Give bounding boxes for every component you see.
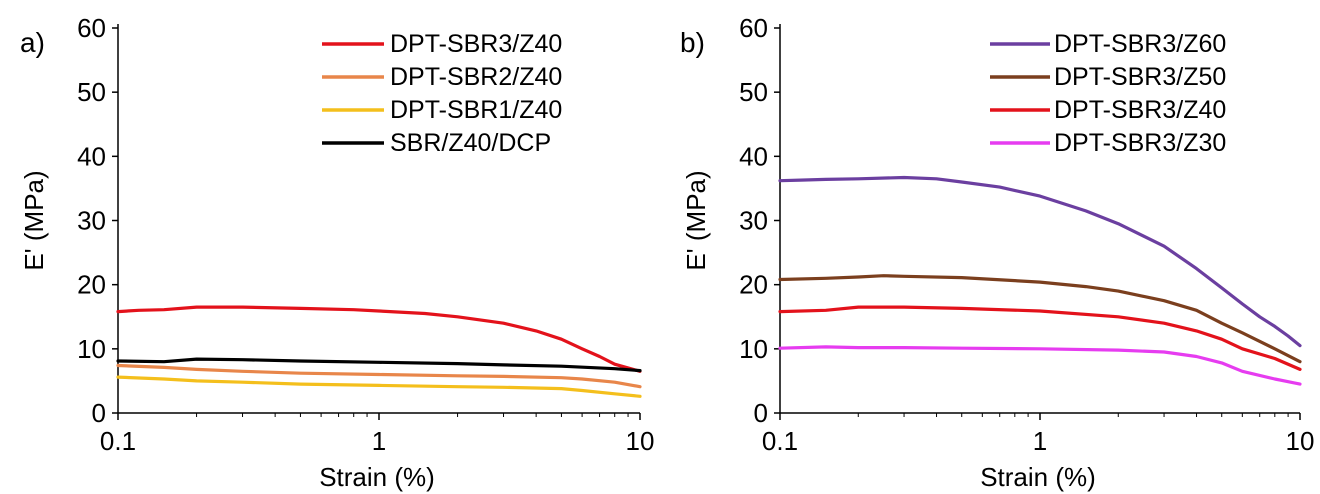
y-tick-label: 30 bbox=[739, 206, 768, 236]
series-line-3 bbox=[116, 375, 642, 398]
chart-panel-2: b) 0 10 20 30 40 50 60 0.1 1 10 Strain (%) E' (MPa) D… bbox=[680, 13, 1314, 492]
series-line-4 bbox=[116, 357, 642, 373]
legend-label-1: DPT-SBR3/Z40 bbox=[390, 30, 562, 58]
y-tick-label: 20 bbox=[77, 270, 106, 300]
series-line-1 bbox=[778, 175, 1302, 348]
chart-panel-1: a) 0 10 20 30 40 50 60 0.1 1 10 Strain (%) E' (MPa) D… bbox=[19, 13, 654, 492]
legend-label-4: DPT-SBR3/Z30 bbox=[1054, 129, 1226, 157]
x-tick-label: 0.1 bbox=[100, 426, 136, 456]
series-line-1 bbox=[116, 305, 642, 373]
x-axis-label: Strain (%) bbox=[319, 462, 435, 492]
legend-label-3: DPT-SBR1/Z40 bbox=[390, 96, 562, 124]
legend-label-2: DPT-SBR2/Z40 bbox=[390, 63, 562, 91]
y-tick-label: 40 bbox=[739, 141, 768, 171]
x-tick-label: 1 bbox=[372, 426, 386, 456]
legend-label-2: DPT-SBR3/Z50 bbox=[1054, 63, 1226, 91]
y-tick-label: 10 bbox=[739, 334, 768, 364]
panel-label: a) bbox=[20, 27, 45, 58]
y-tick-label: 20 bbox=[739, 270, 768, 300]
legend-label-1: DPT-SBR3/Z60 bbox=[1054, 30, 1226, 58]
y-tick-label: 10 bbox=[77, 334, 106, 364]
y-tick-label: 0 bbox=[92, 398, 106, 428]
y-axis-label: E' (MPa) bbox=[681, 170, 711, 270]
y-tick-label: 50 bbox=[739, 77, 768, 107]
legend-label-4: SBR/Z40/DCP bbox=[390, 129, 551, 157]
legend-label-3: DPT-SBR3/Z40 bbox=[1054, 96, 1226, 124]
series-line-4 bbox=[778, 345, 1302, 386]
x-tick-label: 10 bbox=[1286, 426, 1315, 456]
series-line-2 bbox=[778, 274, 1302, 364]
legend: DPT-SBR3/Z40 DPT-SBR2/Z40 DPT-SBR1/Z40 SBR/… bbox=[322, 30, 562, 157]
y-tick-label: 60 bbox=[739, 13, 768, 43]
x-axis-label: Strain (%) bbox=[980, 462, 1096, 492]
panel-label: b) bbox=[680, 27, 705, 58]
legend: DPT-SBR3/Z60 DPT-SBR3/Z50 DPT-SBR3/Z40 DPT-… bbox=[990, 30, 1226, 157]
x-tick-label: 10 bbox=[626, 426, 655, 456]
series-line-2 bbox=[116, 363, 642, 389]
series-line-3 bbox=[778, 305, 1302, 371]
x-tick-label: 1 bbox=[1033, 426, 1047, 456]
y-tick-label: 0 bbox=[754, 398, 768, 428]
y-tick-label: 50 bbox=[77, 77, 106, 107]
y-axis-label: E' (MPa) bbox=[19, 170, 49, 270]
y-tick-label: 40 bbox=[77, 141, 106, 171]
y-tick-label: 60 bbox=[77, 13, 106, 43]
x-tick-label: 0.1 bbox=[762, 426, 798, 456]
y-tick-label: 30 bbox=[77, 206, 106, 236]
